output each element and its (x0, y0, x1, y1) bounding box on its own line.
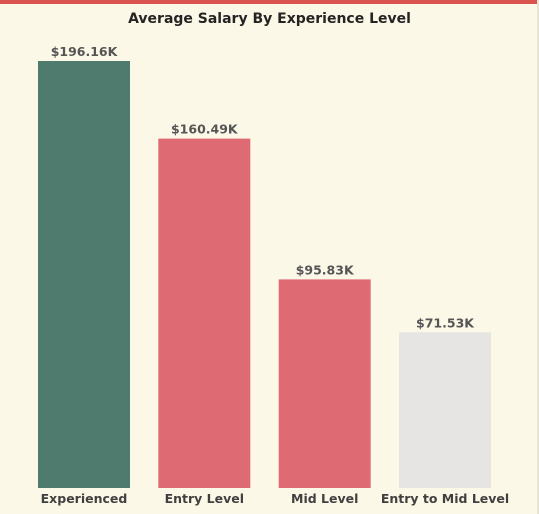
bar-mid-level[interactable] (279, 279, 371, 488)
bar-entry-to-mid-level[interactable] (399, 332, 491, 488)
data-label: $95.83K (296, 262, 355, 277)
bar-experienced[interactable] (38, 61, 130, 488)
data-label: $160.49K (171, 122, 239, 137)
x-tick-label: Mid Level (291, 491, 358, 506)
x-tick-label: Experienced (41, 491, 128, 506)
bar-entry-level[interactable] (158, 139, 250, 488)
data-label: $71.53K (416, 315, 475, 330)
x-tick-label: Entry to Mid Level (381, 491, 509, 506)
data-label: $196.16K (51, 44, 119, 59)
x-tick-label: Entry Level (165, 491, 244, 506)
